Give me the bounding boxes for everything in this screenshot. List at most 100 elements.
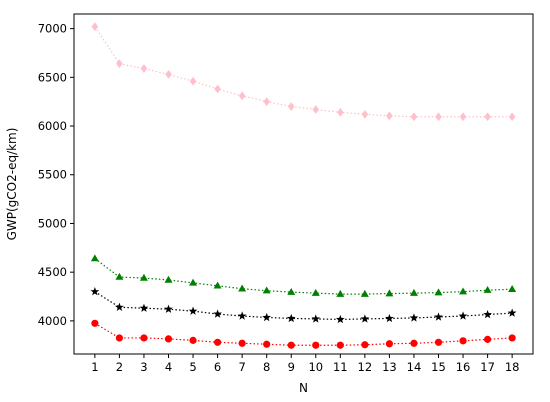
x-tick-label: 1 [91,360,98,374]
series-layer [90,22,517,349]
data-point [385,289,394,297]
data-point [508,334,516,342]
data-point [115,334,124,342]
x-tick-label: 6 [214,360,221,374]
data-point [311,288,320,296]
y-axis: 4000 4500 5000 5500 6000 6500 7000 [38,22,74,328]
x-tick-label: 5 [189,360,196,374]
x-axis: 1 2 3 4 5 6 7 8 9 10 11 12 13 14 15 16 17 18 [91,354,519,374]
data-point [410,112,418,122]
data-point [238,284,247,292]
data-point [459,287,468,295]
x-tick-label: 15 [431,360,446,374]
data-point [335,314,345,324]
data-point [189,336,197,344]
data-point [213,338,222,346]
data-point [360,289,369,297]
data-point [115,272,124,280]
data-point [311,314,321,323]
data-point [287,102,295,111]
x-tick-label: 16 [456,360,471,374]
data-point [508,285,517,292]
x-tick-label: 2 [116,360,123,374]
data-point [483,285,492,293]
y-tick-label: 5000 [38,216,67,230]
plot-frame [73,13,534,355]
data-point [237,311,247,320]
data-point [286,313,296,323]
x-tick-label: 3 [140,360,147,374]
data-point [287,341,295,349]
series-3 [90,287,517,324]
x-tick-label: 13 [382,360,397,374]
data-point [336,341,344,349]
data-point [91,22,99,32]
data-point [459,112,467,122]
data-point [164,275,173,283]
y-tick-label: 5500 [38,168,67,182]
data-point [483,335,492,343]
x-tick-label: 9 [288,360,295,374]
data-point [336,289,345,297]
data-point [139,303,149,312]
data-point [434,312,443,321]
data-point [188,306,198,315]
data-point [483,309,492,319]
data-point [361,109,369,119]
data-point [409,313,419,322]
data-point [458,311,468,320]
x-tick-label: 18 [505,360,520,374]
data-point [139,273,148,281]
data-point [435,112,442,122]
data-point [213,309,222,318]
x-tick-label: 11 [333,360,348,374]
data-point [262,286,271,294]
data-point [361,341,369,349]
data-point [238,339,246,347]
data-point [385,313,394,323]
data-point [409,288,418,296]
data-point [91,319,99,327]
data-point [189,278,198,286]
data-point [164,335,173,343]
data-point [386,111,393,121]
data-point [459,337,467,345]
data-point [508,112,516,122]
data-point [165,70,172,79]
data-point [90,287,100,296]
x-tick-label: 17 [480,360,495,374]
series-line [94,291,513,321]
data-point [434,338,443,346]
data-point [214,84,221,94]
x-axis-label: N [299,381,308,395]
data-point [90,254,99,262]
y-tick-label: 6500 [38,70,67,84]
x-tick-label: 7 [238,360,245,374]
data-point [189,76,197,86]
data-point [312,341,320,349]
series-line [94,322,513,346]
x-tick-label: 10 [308,360,323,374]
x-tick-label: 4 [165,360,172,374]
series-2 [90,254,517,297]
y-tick-label: 4000 [38,314,67,328]
series-line [94,26,513,118]
y-tick-label: 7000 [38,22,67,36]
data-point [507,308,517,317]
data-point [262,312,272,322]
data-point [360,314,370,323]
series-line [94,258,513,295]
data-point [140,64,148,73]
series-4 [91,319,516,349]
y-tick-label: 6000 [38,119,67,133]
data-point [164,304,173,313]
data-point [213,281,222,289]
x-tick-label: 14 [407,360,422,374]
data-point [263,97,270,107]
data-point [238,91,246,101]
x-tick-label: 8 [263,360,270,374]
data-point [337,107,344,117]
data-point [385,340,394,348]
